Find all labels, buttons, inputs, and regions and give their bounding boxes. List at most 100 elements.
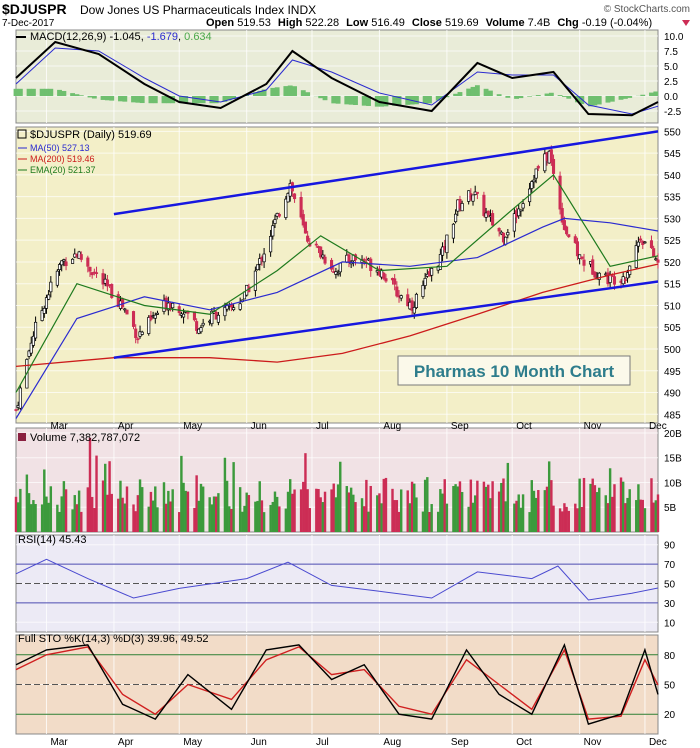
candle-body (29, 342, 33, 354)
volume-bar (284, 508, 288, 532)
svg-text:Full STO %K(14,3) %D(3) 39.96,: Full STO %K(14,3) %D(3) 39.96, 49.52 (18, 633, 209, 645)
volume-bar (452, 486, 455, 532)
axis-tick-label: 510 (664, 301, 681, 312)
macd-histogram-bar (300, 90, 306, 96)
volume-bar (528, 512, 531, 532)
macd-histogram-bar (483, 88, 489, 96)
volume-bar (273, 491, 277, 532)
macd-histogram-bar (575, 96, 580, 103)
volume-bar (476, 480, 479, 532)
volume-bar (558, 508, 562, 532)
macd-histogram-bar (444, 96, 450, 98)
volume-bar (195, 475, 198, 532)
volume-bar (178, 512, 181, 532)
macd-histogram-bar (17, 88, 23, 96)
macd-histogram-bar (178, 96, 184, 104)
axis-tick-label: 7.5 (664, 47, 678, 58)
candle-body (216, 314, 220, 323)
candle-body (186, 311, 190, 314)
volume-bar (254, 501, 257, 532)
axis-tick-label: 2.5 (664, 77, 678, 88)
candle-body (256, 264, 260, 271)
volume-bar (45, 496, 48, 532)
macd-histogram-bar (396, 96, 402, 106)
candle-body (591, 259, 595, 275)
macd-histogram-bar (466, 88, 472, 96)
sto-legend: Full STO %K(14,3) %D(3) 39.96, 49.52 (18, 633, 209, 645)
svg-text:Volume 7,382,787,072: Volume 7,382,787,072 (30, 432, 140, 444)
volume-bar (108, 461, 111, 532)
candle-body (451, 223, 455, 239)
macd-histogram-bar (165, 96, 171, 104)
candle-body (271, 225, 275, 237)
volume-bar (460, 491, 464, 532)
axis-tick-label: 50 (664, 580, 676, 591)
volume-bar (208, 497, 211, 532)
month-label: Oct (516, 421, 532, 432)
volume-bar (567, 510, 570, 532)
volume-bar (330, 489, 333, 532)
month-label: Jul (316, 737, 329, 748)
candle-body (475, 191, 479, 194)
macd-histogram-bar (361, 96, 367, 106)
volume-bar (210, 504, 214, 532)
candle-body (421, 285, 425, 297)
macd-histogram-bar (470, 86, 476, 96)
month-label: Jun (251, 421, 267, 432)
macd-histogram-bar (414, 96, 419, 105)
macd-histogram-bar (548, 92, 554, 96)
volume-bar (352, 494, 355, 532)
volume-bar (117, 498, 120, 532)
volume-bar (275, 496, 279, 532)
volume-bar (637, 484, 640, 532)
volume-bar (247, 495, 251, 532)
volume-bar (513, 503, 516, 532)
volume-bar (643, 508, 647, 532)
volume-bar (550, 480, 553, 532)
volume-bar (201, 486, 205, 532)
candle-body (47, 294, 51, 300)
down-triangle-icon (682, 20, 690, 26)
volume-bar (336, 484, 340, 532)
axis-tick-label: 20B (664, 429, 682, 440)
candle-body (253, 270, 257, 291)
volume-bar (169, 501, 172, 532)
macd-histogram-bar (596, 96, 602, 105)
candle-body (262, 253, 266, 263)
macd-histogram-bar (427, 96, 432, 104)
candle-body (543, 153, 547, 172)
volume-bar (532, 490, 536, 532)
volume-bar (635, 500, 638, 532)
axis-tick-label: 10 (664, 618, 676, 629)
macd-histogram-bar (213, 96, 219, 104)
macd-histogram-bar (87, 96, 93, 98)
macd-histogram-bar (44, 88, 49, 96)
candle-body (582, 259, 586, 266)
volume-bar (95, 455, 98, 532)
macd-histogram-bar (505, 96, 511, 98)
axis-tick-label: 530 (664, 214, 681, 225)
macd-histogram-bar (139, 96, 145, 104)
macd-histogram-bar (627, 96, 633, 98)
macd-histogram-bar (405, 96, 411, 105)
volume-bar (232, 462, 235, 532)
candle-body (482, 194, 486, 216)
volume-bar (62, 481, 66, 532)
volume-bar (349, 487, 353, 532)
macd-histogram-bar (292, 86, 297, 96)
candle-body (238, 303, 242, 310)
volume-bar (180, 455, 183, 532)
candle-body (49, 281, 53, 293)
volume-bar (426, 477, 429, 532)
ohlc-readout: Open 519.53 High 522.28 Low 516.49 Close… (206, 17, 652, 29)
candle-body (534, 168, 538, 179)
candle-body (121, 298, 125, 308)
volume-bar (454, 484, 457, 532)
volume-bar (456, 486, 459, 532)
volume-bar (40, 504, 44, 532)
volume-bar (641, 499, 644, 532)
volume-bar (345, 486, 349, 532)
volume-bar (519, 507, 523, 532)
candle-body (440, 246, 445, 256)
macd-histogram-bar (209, 96, 215, 104)
